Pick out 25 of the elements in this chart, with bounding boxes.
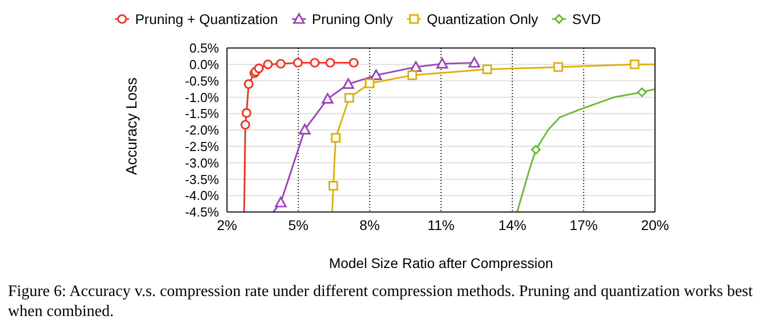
x-tick-label: 8% bbox=[360, 216, 380, 233]
y-tick-label: -4.5% bbox=[185, 204, 220, 220]
y-tick-label: -1.0% bbox=[185, 90, 220, 105]
y-tick-label: -3.5% bbox=[185, 172, 220, 187]
x-axis-title: Model Size Ratio after Compression bbox=[328, 255, 554, 271]
caption: Figure 6: Accuracy v.s. compression rate under different compression methods. Pruning and quantization works best when combined. bbox=[8, 282, 754, 322]
y-tick-label: -2.0% bbox=[185, 122, 220, 138]
y-tick-label: 0.5% bbox=[189, 40, 220, 56]
y-tick-label: -2.5% bbox=[185, 139, 220, 154]
x-tick-label: 11% bbox=[428, 216, 454, 233]
x-tick-label: 2% bbox=[216, 216, 238, 233]
legend-label: SVD bbox=[572, 11, 601, 27]
y-tick-label: -0.5% bbox=[185, 73, 220, 88]
x-tick-label: 20% bbox=[640, 216, 670, 233]
x-tick-label: 5% bbox=[288, 216, 308, 233]
y-tick-label: 0.0% bbox=[189, 57, 220, 72]
x-tick-label: 14% bbox=[498, 216, 526, 233]
legend-label: Pruning + Quantization bbox=[135, 11, 278, 27]
legend-label: Pruning Only bbox=[312, 11, 393, 27]
x-tick-label: 17% bbox=[570, 216, 598, 233]
y-tick-label: -4.0% bbox=[185, 188, 220, 204]
y-tick-label: -3.0% bbox=[185, 155, 220, 170]
y-tick-label: -1.5% bbox=[185, 106, 220, 122]
legend-label: Quantization Only bbox=[426, 11, 538, 27]
y-axis-title: Accuracy Loss bbox=[123, 77, 140, 175]
